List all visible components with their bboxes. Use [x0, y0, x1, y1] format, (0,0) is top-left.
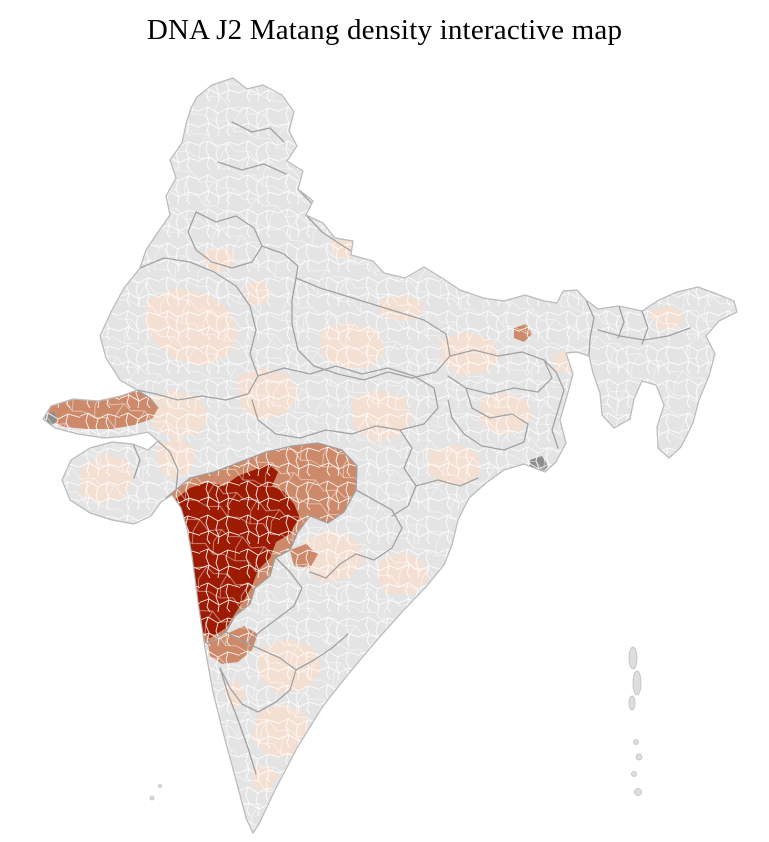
island-shape[interactable]: [149, 795, 155, 801]
island-shape[interactable]: [633, 739, 639, 745]
island-shape[interactable]: [634, 788, 642, 796]
state-borders: [132, 121, 691, 775]
island-shape[interactable]: [628, 646, 638, 670]
lakshadweep-islands[interactable]: [149, 784, 162, 801]
island-shape[interactable]: [632, 670, 642, 696]
island-shape[interactable]: [635, 753, 643, 761]
district-borders-overlay-2: [43, 78, 737, 833]
island-shape[interactable]: [628, 695, 636, 711]
country-outline: [42, 77, 738, 834]
island-shape[interactable]: [631, 771, 637, 777]
andaman-nicobar-islands[interactable]: [628, 646, 643, 796]
island-shape[interactable]: [158, 784, 162, 788]
page-title: DNA J2 Matang density interactive map: [146, 14, 623, 46]
